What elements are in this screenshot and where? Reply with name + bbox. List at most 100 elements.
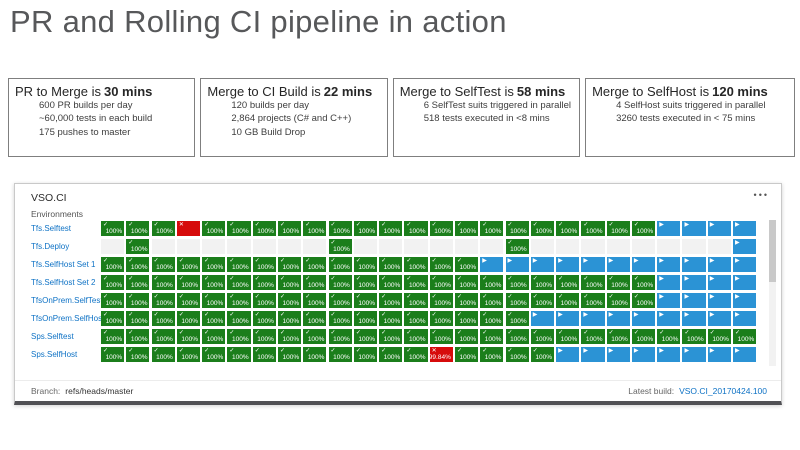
grid-cell-running[interactable]: ▶ <box>606 257 630 272</box>
grid-cell-running[interactable]: ▶ <box>707 347 731 362</box>
grid-cell-success[interactable]: ✓ 100% <box>480 293 504 308</box>
grid-cell-success[interactable]: ✓ 100% <box>227 293 251 308</box>
grid-cell-success[interactable]: ✓ 100% <box>126 311 150 326</box>
grid-cell-running[interactable]: ▶ <box>707 275 731 290</box>
grid-cell-running[interactable]: ▶ <box>733 311 757 326</box>
environment-label[interactable]: TfsOnPrem.SelfHost <box>31 314 101 323</box>
ellipsis-menu-icon[interactable]: ••• <box>753 190 769 200</box>
grid-cell-running[interactable]: ▶ <box>480 257 504 272</box>
grid-cell-success[interactable]: ✓ 100% <box>631 293 656 308</box>
grid-cell-success[interactable]: ✓ 100% <box>530 347 554 362</box>
environment-label[interactable]: Tfs.Selftest <box>31 224 72 233</box>
grid-cell-success[interactable]: ✓ 100% <box>454 347 479 362</box>
grid-cell-success[interactable]: ✓ 100% <box>353 311 377 326</box>
grid-cell-success[interactable]: ✓ 100% <box>202 293 226 308</box>
grid-cell-success[interactable]: ✓ 100% <box>101 347 125 362</box>
grid-cell-success[interactable]: ✓ 100% <box>454 311 479 326</box>
grid-cell-running[interactable]: ▶ <box>733 239 757 254</box>
grid-cell-success[interactable]: ✓ 100% <box>303 329 327 344</box>
grid-cell-success[interactable]: ✓ 100% <box>429 329 453 344</box>
grid-cell-success[interactable]: ✓ 100% <box>303 347 327 362</box>
grid-cell-success[interactable]: ✓ 100% <box>404 347 428 362</box>
grid-cell-running[interactable]: ▶ <box>530 257 554 272</box>
grid-cell-success[interactable]: ✓ 100% <box>126 221 150 236</box>
grid-cell-success[interactable]: ✓ 100% <box>303 293 327 308</box>
grid-cell-success[interactable]: ✓ 100% <box>328 329 352 344</box>
grid-cell-success[interactable]: ✓ 100% <box>252 221 276 236</box>
grid-cell-success[interactable]: ✓ 100% <box>151 311 175 326</box>
grid-cell-success[interactable]: ✓ 100% <box>176 329 201 344</box>
scrollbar-thumb[interactable] <box>769 220 776 282</box>
grid-cell-success[interactable]: ✓ 100% <box>733 329 757 344</box>
grid-cell-success[interactable]: ✓ 100% <box>303 257 327 272</box>
grid-cell-success[interactable]: ✓ 100% <box>101 329 125 344</box>
grid-cell-success[interactable]: ✓ 100% <box>429 293 453 308</box>
grid-cell-success[interactable]: ✓ 100% <box>480 275 504 290</box>
grid-cell-success[interactable]: ✓ 100% <box>707 329 731 344</box>
grid-cell-success[interactable]: ✓ 100% <box>404 311 428 326</box>
grid-cell-running[interactable]: ▶ <box>682 347 706 362</box>
grid-cell-success[interactable]: ✓ 100% <box>480 221 504 236</box>
grid-cell-success[interactable]: ✓ 100% <box>151 257 175 272</box>
grid-cell-success[interactable]: ✓ 100% <box>303 311 327 326</box>
grid-cell-success[interactable]: ✓ 100% <box>556 221 580 236</box>
grid-cell-success[interactable]: ✓ 100% <box>530 275 554 290</box>
grid-cell-running[interactable]: ▶ <box>556 347 580 362</box>
grid-cell-success[interactable]: ✓ 100% <box>328 311 352 326</box>
grid-cell-success[interactable]: ✓ 100% <box>581 275 605 290</box>
grid-cell-running[interactable]: ▶ <box>682 293 706 308</box>
grid-cell-running[interactable]: ▶ <box>657 275 681 290</box>
grid-cell-running[interactable]: ▶ <box>657 257 681 272</box>
grid-cell-success[interactable]: ✓ 100% <box>556 275 580 290</box>
grid-cell-running[interactable]: ▶ <box>530 311 554 326</box>
grid-cell-success[interactable]: ✓ 100% <box>454 275 479 290</box>
grid-cell-running[interactable]: ▶ <box>631 311 656 326</box>
grid-cell-success[interactable]: ✓ 100% <box>277 275 302 290</box>
grid-cell-success[interactable]: ✓ 100% <box>277 329 302 344</box>
grid-cell-success[interactable]: ✓ 100% <box>353 329 377 344</box>
grid-cell-success[interactable]: ✓ 100% <box>429 311 453 326</box>
grid-cell-success[interactable]: ✓ 100% <box>631 329 656 344</box>
grid-cell-success[interactable]: ✓ 100% <box>227 275 251 290</box>
grid-cell-success[interactable]: ✓ 100% <box>303 221 327 236</box>
grid-cell-running[interactable]: ▶ <box>556 257 580 272</box>
grid-cell-success[interactable]: ✓ 100% <box>303 275 327 290</box>
grid-cell-success[interactable]: ✓ 100% <box>227 221 251 236</box>
grid-cell-running[interactable]: ▶ <box>657 347 681 362</box>
grid-cell-success[interactable]: ✓ 100% <box>631 275 656 290</box>
grid-cell-success[interactable]: ✓ 100% <box>556 293 580 308</box>
grid-cell-success[interactable]: ✓ 100% <box>480 311 504 326</box>
grid-cell-success[interactable]: ✓ 100% <box>202 311 226 326</box>
grid-cell-success[interactable]: ✓ 100% <box>126 275 150 290</box>
grid-cell-success[interactable]: ✓ 100% <box>404 293 428 308</box>
grid-cell-success[interactable]: ✓ 100% <box>277 221 302 236</box>
grid-cell-success[interactable]: ✓ 100% <box>176 275 201 290</box>
grid-cell-running[interactable]: ▶ <box>631 257 656 272</box>
grid-cell-success[interactable]: ✓ 100% <box>151 293 175 308</box>
grid-cell-running[interactable]: ▶ <box>581 311 605 326</box>
grid-cell-success[interactable]: ✓ 100% <box>505 293 529 308</box>
grid-cell-success[interactable]: ✓ 100% <box>404 275 428 290</box>
environment-label[interactable]: Sps.Selftest <box>31 332 74 341</box>
grid-cell-running[interactable]: ▶ <box>581 257 605 272</box>
environment-label[interactable]: TfsOnPrem.SelfTest <box>31 296 101 305</box>
grid-cell-success[interactable]: ✓ 100% <box>657 329 681 344</box>
grid-cell-success[interactable]: ✓ 100% <box>606 221 630 236</box>
grid-cell-success[interactable]: ✓ 100% <box>530 221 554 236</box>
grid-cell-success[interactable]: ✓ 100% <box>126 293 150 308</box>
grid-cell-success[interactable]: ✓ 100% <box>101 311 125 326</box>
grid-cell-running[interactable]: ▶ <box>733 275 757 290</box>
grid-cell-running[interactable]: ▶ <box>657 221 681 236</box>
grid-cell-success[interactable]: ✓ 100% <box>151 221 175 236</box>
grid-cell-success[interactable]: ✓ 100% <box>480 329 504 344</box>
environment-label[interactable]: Sps.SelfHost <box>31 350 78 359</box>
grid-cell-running[interactable]: ▶ <box>631 347 656 362</box>
grid-cell-success[interactable]: ✓ 100% <box>151 275 175 290</box>
grid-cell-success[interactable]: ✓ 100% <box>505 329 529 344</box>
grid-cell-success[interactable]: ✓ 100% <box>151 347 175 362</box>
grid-cell-success[interactable]: ✓ 100% <box>379 329 403 344</box>
grid-cell-running[interactable]: ▶ <box>733 293 757 308</box>
grid-cell-running[interactable]: ▶ <box>556 311 580 326</box>
grid-cell-success[interactable]: ✓ 100% <box>328 221 352 236</box>
environment-label[interactable]: Tfs.Deploy <box>31 242 70 251</box>
